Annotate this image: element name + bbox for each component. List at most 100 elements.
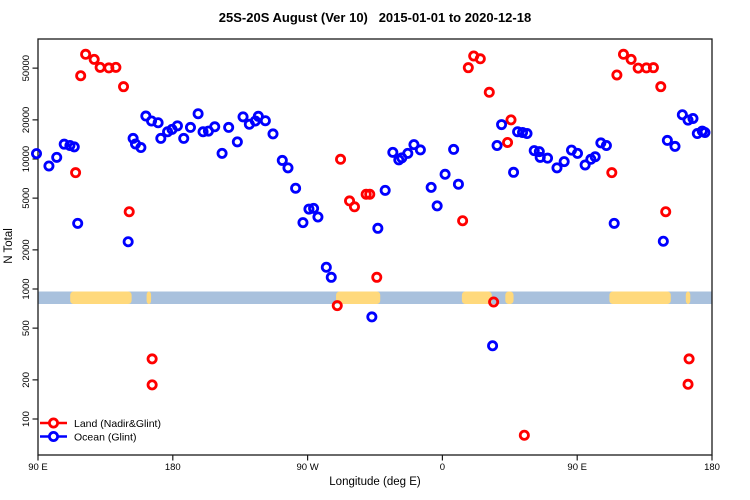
data-point-land (80, 48, 92, 60)
data-point-ocean (387, 146, 399, 158)
legend-land-label: Land (Nadir&Glint) (74, 418, 161, 430)
data-point-ocean (600, 140, 612, 152)
data-point-land (348, 201, 360, 213)
data-point-ocean (259, 115, 271, 127)
data-point-land (364, 188, 376, 200)
data-point-ocean (425, 181, 437, 193)
data-point-land (371, 271, 383, 283)
data-point-ocean (178, 132, 190, 144)
data-point-ocean (608, 217, 620, 229)
legend-ocean-marker (48, 430, 60, 442)
data-point-ocean (308, 202, 320, 214)
y-tick-label: 2000 (21, 239, 32, 260)
data-point-land (683, 353, 695, 365)
data-point-ocean (197, 126, 209, 138)
y-tick-label: 10000 (21, 146, 32, 172)
data-point-ocean (231, 136, 243, 148)
data-point-ocean (216, 147, 228, 159)
data-point-land (110, 61, 122, 73)
x-tick-label: 180 (165, 462, 181, 473)
data-point-ocean (372, 222, 384, 234)
data-point-land (655, 81, 667, 93)
y-tick-label: 1000 (21, 278, 32, 299)
y-tick-label: 100 (21, 411, 32, 427)
data-point-ocean (325, 271, 337, 283)
data-point-land (146, 379, 158, 391)
x-axis-title: Longitude (deg E) (329, 476, 421, 488)
data-point-ocean (312, 211, 324, 223)
data-point-ocean (51, 151, 63, 163)
data-point-land (617, 48, 629, 60)
data-point-ocean (589, 151, 601, 163)
legend-ocean-label: Ocean (Glint) (74, 431, 136, 443)
data-point-land (682, 378, 694, 390)
data-point-ocean (528, 145, 540, 157)
data-point-land (462, 62, 474, 74)
x-tick-label: 90 W (297, 462, 319, 473)
data-point-ocean (68, 141, 80, 153)
data-point-ocean (682, 114, 694, 126)
data-point-ocean (402, 147, 414, 159)
data-point-land (88, 53, 100, 65)
data-point-land (505, 114, 517, 126)
land-strip-segment (146, 291, 152, 304)
data-point-ocean (135, 142, 147, 154)
data-point-land (335, 153, 347, 165)
data-point-ocean (303, 203, 315, 215)
data-point-land (483, 86, 495, 98)
data-point-ocean (512, 126, 524, 138)
data-point-land (625, 53, 637, 65)
data-point-land (123, 206, 135, 218)
data-point-ocean (431, 200, 443, 212)
data-point-ocean (669, 140, 681, 152)
data-point-ocean (192, 108, 204, 120)
data-point-ocean (508, 166, 520, 178)
data-point-land (70, 167, 82, 179)
data-point-ocean (657, 235, 669, 247)
data-point-land (660, 206, 672, 218)
data-point-ocean (579, 159, 591, 171)
plot-border (37, 38, 713, 456)
legend-land-marker (48, 417, 60, 429)
y-tick-label: 5000 (21, 188, 32, 209)
data-point-land (606, 167, 618, 179)
data-point-land (75, 70, 87, 82)
data-point-ocean (31, 148, 43, 160)
data-point-ocean (687, 112, 699, 124)
y-tick-label: 500 (21, 320, 32, 336)
data-point-ocean (379, 184, 391, 196)
data-point-ocean (58, 138, 70, 150)
x-tick-label: 90 E (567, 462, 587, 473)
data-point-land (488, 296, 500, 308)
data-point-land (331, 300, 343, 312)
data-point-ocean (676, 109, 688, 121)
data-point-ocean (72, 217, 84, 229)
data-point-land (518, 429, 530, 441)
data-point-ocean (408, 139, 420, 151)
data-point-ocean (448, 143, 460, 155)
x-tick-label: 180 (704, 462, 720, 473)
data-point-ocean (542, 152, 554, 164)
data-point-ocean (439, 168, 451, 180)
data-point-ocean (297, 217, 309, 229)
data-point-land (611, 69, 623, 81)
data-point-land (647, 62, 659, 74)
data-point-land (457, 215, 469, 227)
data-point-ocean (237, 111, 249, 123)
land-strip-segment (505, 291, 514, 304)
data-point-ocean (267, 128, 279, 140)
data-point-ocean (282, 162, 294, 174)
data-point-ocean (155, 132, 167, 144)
y-tick-label: 50000 (21, 55, 32, 81)
data-point-land (118, 81, 130, 93)
data-point-ocean (276, 154, 288, 166)
data-point-ocean (661, 134, 673, 146)
x-tick-label: 0 (440, 462, 445, 473)
data-point-ocean (171, 120, 183, 132)
data-point-ocean (491, 140, 503, 152)
land-strip-segment (685, 291, 691, 304)
data-point-ocean (487, 340, 499, 352)
data-point-ocean (127, 132, 139, 144)
